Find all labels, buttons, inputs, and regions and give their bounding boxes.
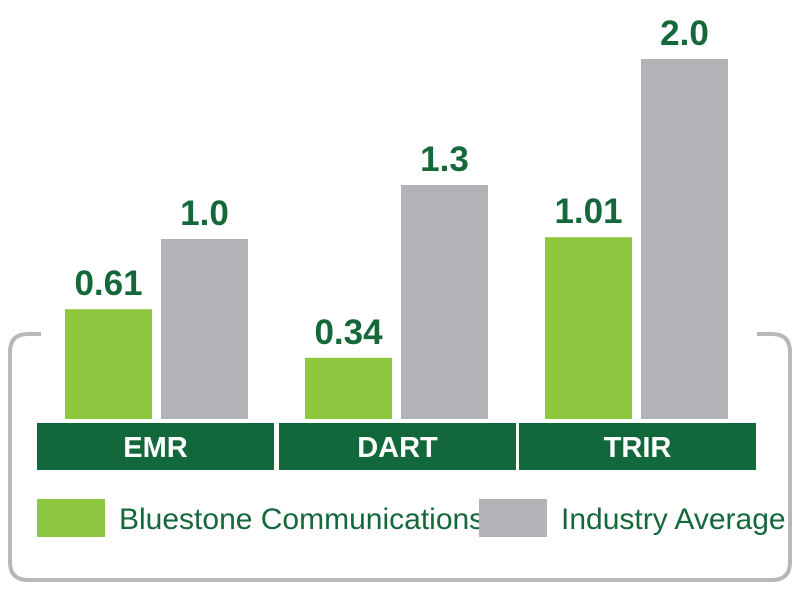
category-band-emr — [37, 423, 274, 470]
value-label-dart-bluestone-communications: 0.34 — [314, 313, 383, 352]
value-label-emr-bluestone-communications: 0.61 — [74, 264, 142, 303]
legend-swatch-bluestone-communications — [37, 499, 105, 537]
legend-swatch-industry-average — [479, 499, 547, 537]
value-label-trir-bluestone-communications: 1.01 — [554, 192, 622, 231]
bar-emr-industry-average — [161, 239, 248, 419]
value-label-trir-industry-average: 2.0 — [660, 14, 709, 53]
category-band-trir — [519, 423, 756, 470]
category-label-trir: TRIR — [604, 432, 672, 464]
value-label-emr-industry-average: 1.0 — [180, 194, 229, 233]
legend: Bluestone Communications Industry Average — [37, 499, 786, 537]
bar-trir-bluestone-communications — [545, 237, 632, 419]
category-bands-group: EMR DART TRIR — [37, 423, 756, 470]
bar-dart-industry-average — [401, 185, 488, 419]
bar-trir-industry-average — [641, 59, 728, 419]
legend-label-bluestone-communications: Bluestone Communications — [119, 503, 484, 536]
category-label-dart: DART — [357, 432, 438, 464]
category-label-emr: EMR — [123, 432, 188, 464]
chart-frame — [8, 332, 792, 582]
value-label-dart-industry-average: 1.3 — [420, 140, 469, 179]
legend-label-industry-average: Industry Average — [561, 503, 786, 536]
bars-group — [65, 59, 728, 419]
category-band-dart — [279, 423, 516, 470]
bar-emr-bluestone-communications — [65, 309, 152, 419]
value-labels-group: 0.61 1.0 0.34 1.3 1.01 2.0 — [74, 14, 708, 352]
bar-dart-bluestone-communications — [305, 357, 392, 419]
